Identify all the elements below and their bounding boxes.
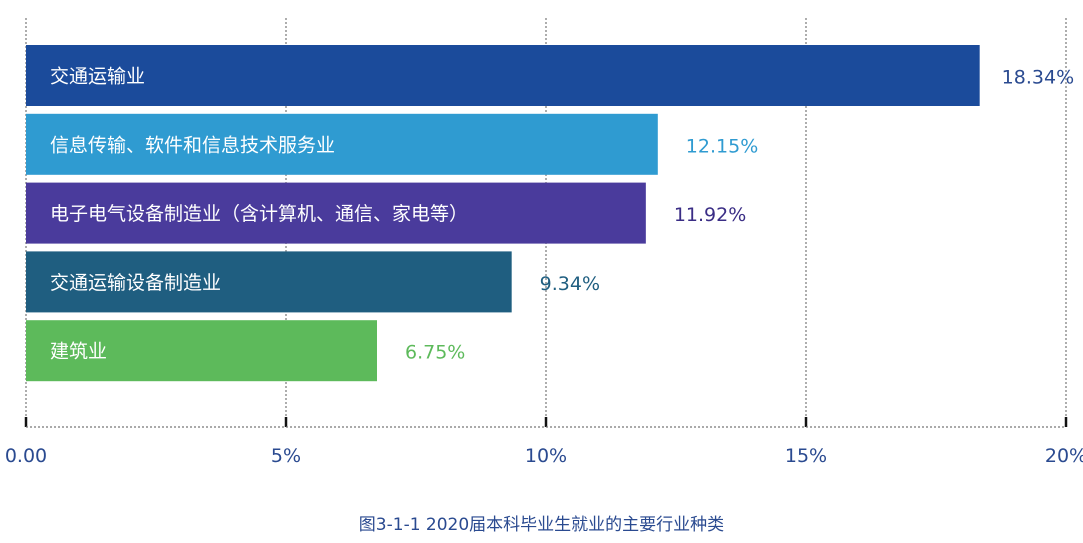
bar-value-label: 18.34% <box>1002 67 1074 89</box>
bar <box>26 182 646 244</box>
bar-value-label: 12.15% <box>686 135 758 157</box>
x-tick-label: 15% <box>785 445 827 467</box>
x-tick-label: 0.00 <box>5 445 47 467</box>
bar-category-label: 信息传输、软件和信息技术服务业 <box>50 134 335 156</box>
x-tick-label: 20% <box>1045 445 1083 467</box>
x-tick-label: 5% <box>271 445 301 467</box>
bar-category-label: 建筑业 <box>50 341 107 363</box>
bar-value-label: 9.34% <box>540 273 600 295</box>
bar-value-label: 6.75% <box>405 342 465 364</box>
x-tick-label: 10% <box>525 445 567 467</box>
bar <box>26 320 377 382</box>
bar <box>26 113 658 175</box>
bar <box>26 251 512 313</box>
bar <box>26 45 980 106</box>
chart-caption: 图3-1-1 2020届本科毕业生就业的主要行业种类 <box>358 515 725 535</box>
bar-value-label: 11.92% <box>674 204 746 226</box>
bar-category-label: 交通运输设备制造业 <box>50 272 221 294</box>
bar-category-label: 交通运输业 <box>50 66 145 88</box>
bar-category-label: 电子电气设备制造业（含计算机、通信、家电等） <box>50 203 468 225</box>
